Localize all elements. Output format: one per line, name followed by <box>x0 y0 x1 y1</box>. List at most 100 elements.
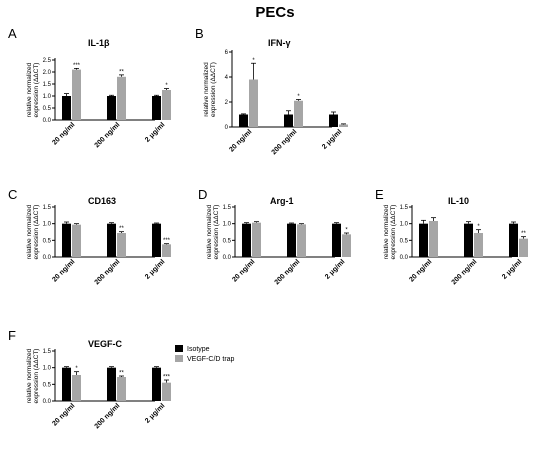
y-axis-label: relative normalizedexpression (ΔΔCT) <box>26 348 40 403</box>
bar-isotype <box>107 223 116 257</box>
bar-trap <box>162 90 171 120</box>
bar-trap <box>297 224 306 257</box>
x-tick-label: 200 ng/ml <box>271 128 299 156</box>
panel-letter: A <box>8 26 17 41</box>
significance-label: ** <box>119 371 124 377</box>
panel-letter: B <box>195 26 204 41</box>
panel-title: IL-10 <box>448 196 469 206</box>
x-tick-label: 2 μg/ml <box>501 258 523 280</box>
bar-trap <box>519 238 528 257</box>
panel-letter: F <box>8 328 16 343</box>
bar-isotype <box>419 223 428 257</box>
significance-label: * <box>165 83 168 89</box>
significance-label: ** <box>119 226 124 232</box>
bar-isotype <box>242 223 251 257</box>
y-axis-label: relative normalizedexpression (ΔΔCT) <box>26 204 40 259</box>
y-tick-label: 0.0 <box>223 255 232 261</box>
bar-isotype <box>107 367 116 401</box>
bar-isotype <box>239 114 248 127</box>
y-tick-label: 0.5 <box>43 382 52 388</box>
y-tick-label: 1.5 <box>43 205 52 211</box>
panel-letter: C <box>8 187 17 202</box>
y-tick-label: 2.5 <box>43 58 52 64</box>
panel-e: E IL-10 relative normalizedexpression (ΔΔC… <box>375 187 528 286</box>
panel-b: B IFN-γ relative normalizedexpression (ΔΔC… <box>195 26 348 156</box>
bar-trap <box>162 244 171 257</box>
x-tick-label: 20 ng/ml <box>51 402 76 427</box>
significance-label: * <box>75 366 78 372</box>
bar-trap <box>342 234 351 257</box>
y-tick-label: 2 <box>225 100 229 106</box>
y-tick-label: 0.0 <box>43 118 52 124</box>
panel-title: IFN-γ <box>268 38 291 48</box>
y-tick-label: 1.5 <box>223 205 232 211</box>
bar-isotype <box>152 367 161 401</box>
panel-title: Arg-1 <box>270 196 294 206</box>
bar-isotype <box>329 114 338 127</box>
bar-isotype <box>62 367 71 401</box>
y-axis-label: relative normalizedexpression (ΔΔCT) <box>383 204 397 259</box>
bar-isotype <box>62 223 71 257</box>
x-tick-label: 2 μg/ml <box>324 258 346 280</box>
bar-isotype <box>107 96 116 120</box>
significance-label: * <box>477 224 480 230</box>
significance-label: *** <box>73 63 81 69</box>
y-axis-label: relative normalizedexpression (ΔΔCT) <box>203 62 217 117</box>
bar-isotype <box>332 223 341 257</box>
panel-letter: E <box>375 187 384 202</box>
bar-trap <box>249 79 258 127</box>
x-tick-label: 20 ng/ml <box>231 258 256 283</box>
x-tick-label: 2 μg/ml <box>144 258 166 280</box>
bar-trap <box>117 377 126 401</box>
significance-label: *** <box>163 375 171 381</box>
bar-trap <box>339 124 348 127</box>
panel-letter: D <box>198 187 207 202</box>
legend-label: Isotype <box>187 346 210 353</box>
x-tick-label: 20 ng/ml <box>51 258 76 283</box>
x-tick-label: 200 ng/ml <box>94 258 122 286</box>
bar-trap <box>474 233 483 257</box>
y-tick-label: 0.5 <box>223 238 232 244</box>
panel-title: IL-1β <box>88 38 110 48</box>
bar-trap <box>429 221 438 257</box>
bar-trap <box>162 382 171 401</box>
figure-title: PECs <box>255 4 294 21</box>
y-tick-label: 0.0 <box>43 399 52 405</box>
y-tick-label: 2.0 <box>43 70 52 76</box>
significance-label: * <box>345 228 348 234</box>
bar-trap <box>72 375 81 401</box>
bar-isotype <box>152 223 161 257</box>
y-tick-label: 1.0 <box>400 222 409 228</box>
x-tick-label: 2 μg/ml <box>144 121 166 143</box>
y-tick-label: 4 <box>225 75 229 81</box>
y-tick-label: 1.5 <box>43 82 52 88</box>
bar-isotype <box>62 96 71 120</box>
y-tick-label: 0.5 <box>43 106 52 112</box>
significance-label: ** <box>521 231 526 237</box>
x-tick-label: 2 μg/ml <box>144 402 166 424</box>
y-tick-label: 1.0 <box>43 222 52 228</box>
bar-trap <box>117 76 126 120</box>
panels: A IL-1β relative normalizedexpression (ΔΔC… <box>8 26 528 430</box>
y-tick-label: 0.0 <box>43 255 52 261</box>
legend: Isotype VEGF-C/D trap <box>175 345 235 363</box>
significance-label: * <box>252 58 255 64</box>
x-tick-label: 200 ng/ml <box>94 402 122 430</box>
x-tick-label: 2 μg/ml <box>321 128 343 150</box>
x-tick-label: 20 ng/ml <box>228 128 253 153</box>
legend-swatch <box>175 355 183 362</box>
y-tick-label: 1.0 <box>43 94 52 100</box>
x-tick-label: 20 ng/ml <box>51 121 76 146</box>
significance-label: ** <box>119 69 124 75</box>
y-tick-label: 6 <box>225 50 229 56</box>
bar-isotype <box>152 96 161 120</box>
bar-trap <box>252 222 261 257</box>
legend-swatch <box>175 345 183 352</box>
x-tick-label: 200 ng/ml <box>451 258 479 286</box>
panel-f: F VEGF-C relative normalizedexpression (ΔΔ… <box>8 328 171 430</box>
bar-isotype <box>464 223 473 257</box>
y-tick-label: 0 <box>225 125 229 131</box>
y-tick-label: 1.0 <box>223 222 232 228</box>
y-tick-label: 0.5 <box>400 238 409 244</box>
